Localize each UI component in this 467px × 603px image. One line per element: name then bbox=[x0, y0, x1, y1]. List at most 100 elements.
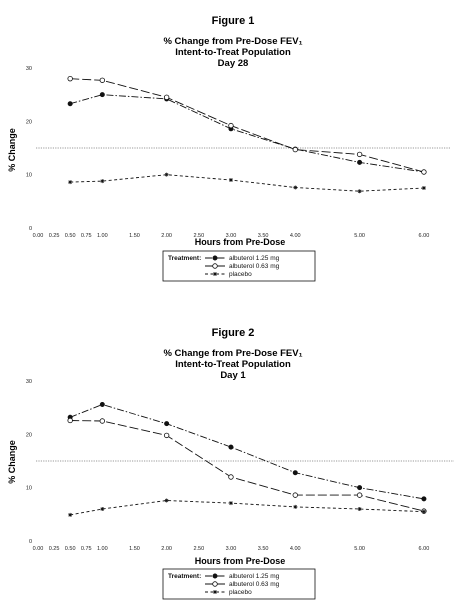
legend-title: Treatment: bbox=[168, 573, 201, 580]
series-line bbox=[70, 94, 424, 173]
x-tick-label: 1.00 bbox=[97, 546, 108, 552]
series-line bbox=[70, 420, 425, 512]
y-axis-ticks: 0 10 20 30 bbox=[26, 379, 32, 545]
x-tick-label: 1.00 bbox=[97, 233, 108, 239]
data-point bbox=[357, 159, 363, 165]
data-point bbox=[293, 185, 298, 190]
data-point bbox=[357, 485, 363, 491]
series-open bbox=[67, 417, 427, 514]
y-tick-label: 20 bbox=[26, 432, 32, 438]
legend-entry: albuterol 1.25 mg bbox=[229, 255, 280, 262]
x-tick-label: 5.00 bbox=[354, 233, 365, 239]
x-tick-label: 0.50 bbox=[65, 546, 76, 552]
figure-2: Figure 2 % Change from Pre-Dose FEV₁ Int… bbox=[7, 327, 454, 600]
y-axis-label: % Change bbox=[7, 128, 17, 172]
data-point bbox=[67, 75, 73, 82]
data-point bbox=[100, 179, 105, 184]
data-point bbox=[421, 496, 427, 502]
x-axis-label: Hours from Pre-Dose bbox=[195, 556, 286, 566]
data-point bbox=[228, 122, 234, 129]
series-star bbox=[68, 498, 426, 517]
legend-box bbox=[162, 250, 316, 282]
data-point bbox=[99, 418, 106, 424]
series-open bbox=[67, 75, 427, 175]
data-point bbox=[68, 180, 73, 185]
data-point bbox=[164, 421, 170, 427]
figure-label: Figure 1 bbox=[212, 15, 255, 27]
x-tick-label: 2.50 bbox=[193, 233, 204, 239]
x-axis-label: Hours from Pre-Dose bbox=[195, 237, 286, 247]
y-tick-label: 0 bbox=[29, 226, 32, 232]
data-point bbox=[99, 77, 106, 83]
series-star bbox=[68, 172, 426, 194]
figure-label: Figure 2 bbox=[212, 327, 255, 339]
data-point bbox=[228, 501, 233, 506]
y-tick-label: 30 bbox=[26, 66, 32, 72]
y-axis-label: % Change bbox=[7, 440, 17, 484]
legend-marker bbox=[213, 590, 217, 594]
series-layer bbox=[67, 75, 427, 194]
series-line bbox=[70, 404, 424, 500]
x-tick-label: 0.75 bbox=[81, 546, 92, 552]
x-axis-ticks: 0.00 0.25 0.50 0.75 1.00 1.50 2.00 2.50 3.00 3.50… bbox=[33, 546, 430, 552]
data-point bbox=[421, 186, 426, 190]
y-tick-label: 30 bbox=[26, 379, 32, 385]
x-tick-label: 2.00 bbox=[161, 546, 172, 552]
legend-marker bbox=[213, 272, 217, 276]
data-point bbox=[67, 417, 73, 424]
data-point bbox=[164, 172, 169, 177]
x-tick-label: 4.00 bbox=[290, 546, 301, 552]
x-tick-label: 2.00 bbox=[161, 233, 172, 239]
y-tick-label: 10 bbox=[26, 173, 32, 179]
x-tick-label: 0.00 bbox=[33, 546, 44, 552]
x-tick-label: 0.25 bbox=[49, 233, 60, 239]
data-point bbox=[228, 444, 234, 450]
chart-title-line-1: % Change from Pre-Dose FEV₁ bbox=[163, 348, 302, 359]
data-point bbox=[357, 189, 362, 194]
data-point bbox=[99, 92, 105, 98]
data-point bbox=[421, 169, 427, 175]
x-tick-label: 3.50 bbox=[258, 546, 269, 552]
x-tick-label: 6.00 bbox=[419, 546, 430, 552]
x-tick-label: 4.00 bbox=[290, 233, 301, 239]
data-point bbox=[356, 151, 363, 158]
legend-entry: placebo bbox=[229, 271, 252, 278]
data-point bbox=[99, 401, 105, 407]
data-point bbox=[100, 507, 105, 511]
x-tick-label: 3.00 bbox=[226, 233, 237, 239]
data-point bbox=[67, 101, 73, 107]
legend-marker bbox=[212, 263, 218, 269]
legend-box bbox=[162, 568, 316, 600]
x-axis-ticks: 0.00 0.25 0.50 0.75 1.00 1.50 2.00 2.50 3.00 3.50… bbox=[33, 233, 430, 239]
data-point bbox=[293, 504, 298, 509]
x-tick-label: 3.50 bbox=[258, 233, 269, 239]
chart-title-line-2: Intent-to-Treat Population bbox=[175, 47, 291, 58]
data-point bbox=[357, 507, 362, 511]
x-tick-label: 3.00 bbox=[226, 546, 237, 552]
y-tick-label: 0 bbox=[29, 539, 32, 545]
x-tick-label: 6.00 bbox=[419, 233, 430, 239]
data-point bbox=[228, 474, 234, 480]
series-layer bbox=[67, 401, 427, 517]
data-point bbox=[164, 498, 169, 503]
data-point bbox=[68, 512, 73, 517]
series-filled bbox=[67, 401, 427, 502]
x-tick-label: 2.50 bbox=[193, 546, 204, 552]
legend-marker bbox=[212, 581, 218, 587]
data-point bbox=[356, 492, 363, 498]
legend-entry: albuterol 0.63 mg bbox=[229, 263, 280, 270]
series-line bbox=[70, 174, 424, 192]
data-point bbox=[292, 146, 298, 153]
chart-title-line-1: % Change from Pre-Dose FEV₁ bbox=[163, 36, 302, 47]
series-line bbox=[70, 78, 425, 173]
y-axis-ticks: 0 10 20 30 bbox=[26, 66, 32, 232]
legend-marker bbox=[212, 255, 218, 261]
y-tick-label: 20 bbox=[26, 119, 32, 125]
data-point bbox=[163, 94, 170, 101]
data-point bbox=[421, 509, 426, 514]
legend-entry: albuterol 1.25 mg bbox=[229, 573, 280, 580]
